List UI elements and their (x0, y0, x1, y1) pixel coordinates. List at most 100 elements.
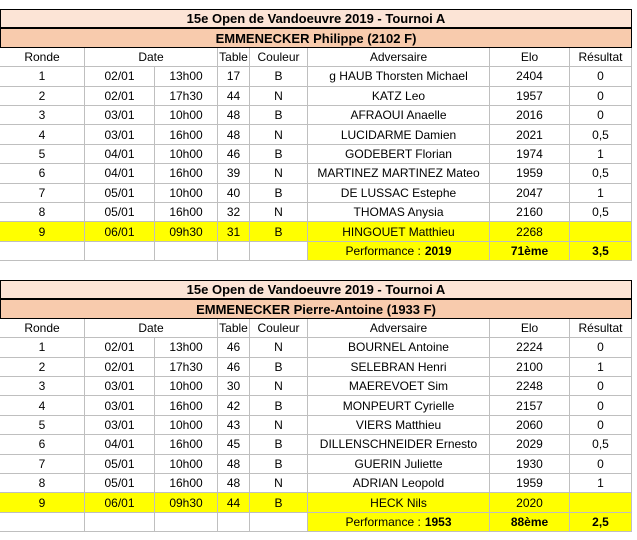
opponent: GODEBERT Florian (308, 144, 490, 165)
elo: 2016 (490, 106, 570, 126)
color: B (250, 454, 308, 474)
elo: 1930 (490, 454, 570, 474)
time: 16h00 (155, 203, 218, 223)
time: 10h00 (155, 144, 218, 165)
round: 2 (0, 86, 85, 106)
opponent: THOMAS Anysia (308, 203, 490, 223)
color: N (250, 415, 308, 436)
opponent: VIERS Matthieu (308, 415, 490, 436)
empty-cell (85, 512, 155, 533)
player-name: EMMENECKER Pierre-Antoine (1933 F) (0, 299, 632, 319)
result: 0 (570, 454, 632, 474)
table-number: 31 (218, 222, 250, 242)
round: 4 (0, 396, 85, 416)
result: 0,5 (570, 203, 632, 223)
result: 0 (570, 67, 632, 87)
elo: 2020 (490, 493, 570, 513)
result: 0 (570, 415, 632, 436)
opponent: BOURNEL Antoine (308, 338, 490, 358)
column-header: Table (218, 318, 250, 339)
opponent: g HAUB Thorsten Michael (308, 67, 490, 87)
column-header: Résultat (570, 47, 632, 68)
column-header: Ronde (0, 47, 85, 68)
round: 2 (0, 357, 85, 377)
table-number: 39 (218, 164, 250, 184)
round: 5 (0, 415, 85, 436)
table-number: 48 (218, 474, 250, 494)
rank: 88ème (490, 512, 570, 533)
column-header: Adversaire (308, 318, 490, 339)
column-header: Ronde (0, 318, 85, 339)
color: B (250, 493, 308, 513)
date: 03/01 (85, 415, 155, 436)
table-number: 46 (218, 338, 250, 358)
time: 16h00 (155, 474, 218, 494)
empty-cell (155, 512, 218, 533)
table-title: 15e Open de Vandoeuvre 2019 - Tournoi A (0, 280, 632, 300)
opponent: KATZ Leo (308, 86, 490, 106)
opponent: LUCIDARME Damien (308, 125, 490, 145)
opponent: MAEREVOET Sim (308, 377, 490, 397)
table-number: 42 (218, 396, 250, 416)
column-header: Adversaire (308, 47, 490, 68)
date: 03/01 (85, 377, 155, 397)
elo: 2100 (490, 357, 570, 377)
elo: 2160 (490, 203, 570, 223)
color: B (250, 106, 308, 126)
performance-label: Performance : (345, 243, 421, 258)
date: 02/01 (85, 86, 155, 106)
color: N (250, 203, 308, 223)
table-number: 40 (218, 183, 250, 203)
opponent: MARTINEZ MARTINEZ Mateo (308, 164, 490, 184)
table-number: 30 (218, 377, 250, 397)
opponent: ADRIAN Leopold (308, 474, 490, 494)
empty-cell (0, 241, 85, 262)
table-number: 48 (218, 125, 250, 145)
time: 17h30 (155, 86, 218, 106)
elo: 1957 (490, 86, 570, 106)
performance: Performance :2019 (308, 241, 490, 262)
column-header: Elo (490, 318, 570, 339)
round: 1 (0, 67, 85, 87)
result: 0 (570, 338, 632, 358)
result: 1 (570, 357, 632, 377)
color: N (250, 474, 308, 494)
result: 0 (570, 106, 632, 126)
color: B (250, 396, 308, 416)
time: 13h00 (155, 338, 218, 358)
color: N (250, 338, 308, 358)
color: N (250, 377, 308, 397)
empty-cell (155, 241, 218, 262)
color: B (250, 144, 308, 165)
empty-cell (0, 512, 85, 533)
date: 04/01 (85, 435, 155, 455)
round: 4 (0, 125, 85, 145)
round: 8 (0, 203, 85, 223)
date: 05/01 (85, 203, 155, 223)
table-number: 17 (218, 67, 250, 87)
date: 02/01 (85, 67, 155, 87)
empty-cell (250, 512, 308, 533)
time: 10h00 (155, 454, 218, 474)
opponent: HINGOUET Matthieu (308, 222, 490, 242)
elo: 1974 (490, 144, 570, 165)
column-header: Date (85, 318, 218, 339)
player-name: EMMENECKER Philippe (2102 F) (0, 28, 632, 48)
opponent: AFRAOUI Anaelle (308, 106, 490, 126)
time: 09h30 (155, 222, 218, 242)
time: 16h00 (155, 125, 218, 145)
table-title: 15e Open de Vandoeuvre 2019 - Tournoi A (0, 9, 632, 29)
round: 7 (0, 183, 85, 203)
rank: 71ème (490, 241, 570, 262)
round: 9 (0, 222, 85, 242)
color: B (250, 183, 308, 203)
elo: 1959 (490, 164, 570, 184)
opponent: MONPEURT Cyrielle (308, 396, 490, 416)
opponent: HECK Nils (308, 493, 490, 513)
table-number: 43 (218, 415, 250, 436)
performance-value: 1953 (424, 514, 452, 529)
column-header: Elo (490, 47, 570, 68)
result: 0,5 (570, 164, 632, 184)
opponent: GUERIN Juliette (308, 454, 490, 474)
table-number: 44 (218, 86, 250, 106)
